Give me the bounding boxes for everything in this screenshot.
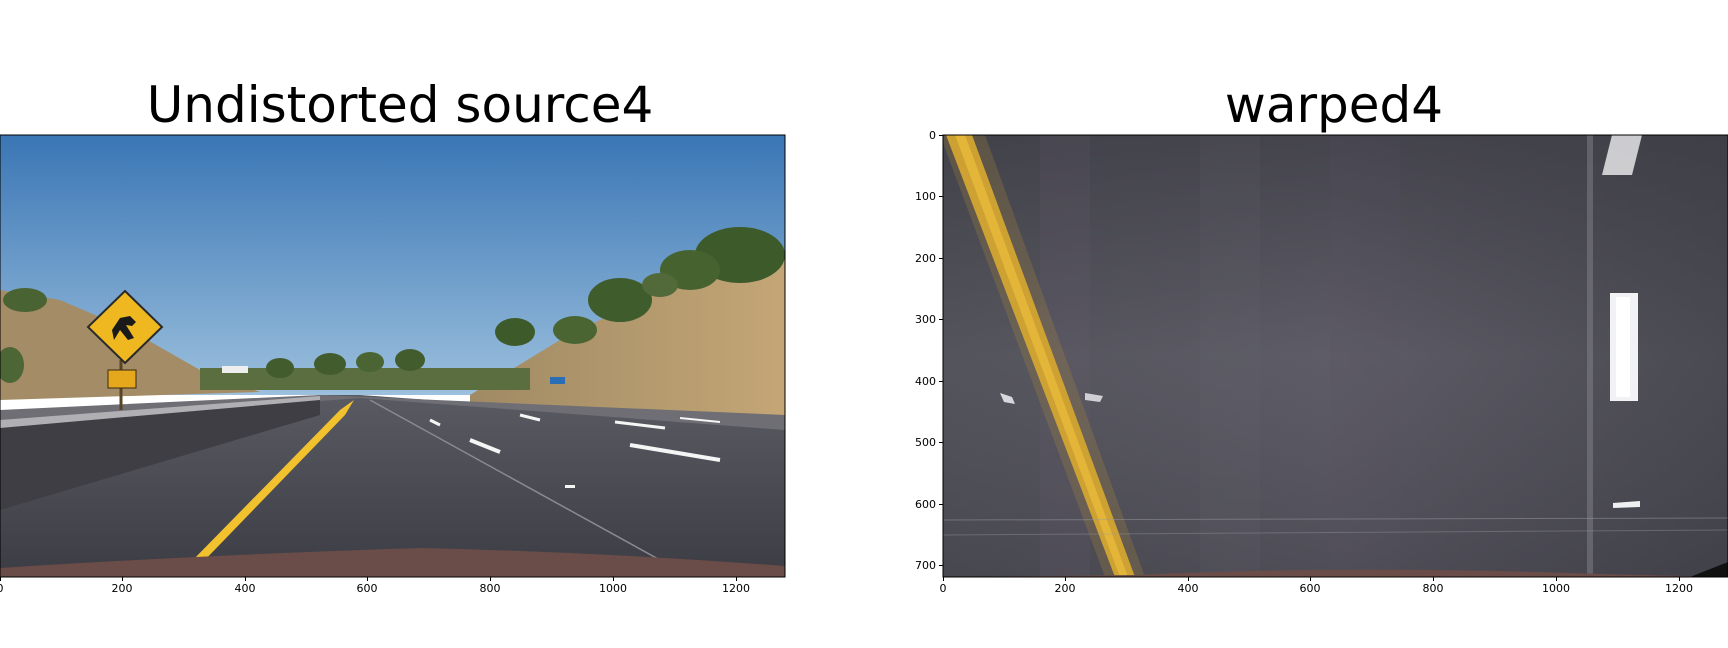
left-x-tick-label: 800 xyxy=(480,582,501,595)
left-x-tick-label: 1200 xyxy=(722,582,750,595)
right-panel-title: warped4 xyxy=(1224,76,1444,134)
right-y-axis: 0 100 200 300 400 500 600 700 xyxy=(915,129,943,572)
left-x-tick-label: 0 xyxy=(0,582,4,595)
right-x-tick-label: 1000 xyxy=(1542,582,1570,595)
right-x-axis: 0 200 400 600 800 1000 1200 xyxy=(940,577,1693,595)
right-y-tick-label: 200 xyxy=(915,252,936,265)
right-y-tick-label: 0 xyxy=(929,129,936,142)
left-x-axis: 0 200 400 600 800 1000 1200 xyxy=(0,577,750,595)
left-panel-title: Undistorted source4 xyxy=(146,76,654,134)
left-photo xyxy=(0,135,785,577)
right-x-tick-label: 800 xyxy=(1423,582,1444,595)
left-x-tick-label: 400 xyxy=(235,582,256,595)
right-x-tick-label: 1200 xyxy=(1665,582,1693,595)
right-x-tick-label: 200 xyxy=(1055,582,1076,595)
right-photo xyxy=(943,135,1728,577)
right-x-tick-label: 0 xyxy=(940,582,947,595)
right-axes-frame xyxy=(942,134,1728,578)
left-x-tick-label: 200 xyxy=(112,582,133,595)
right-y-tick-label: 400 xyxy=(915,375,936,388)
left-axes-frame xyxy=(0,134,786,578)
right-y-tick-label: 600 xyxy=(915,498,936,511)
right-x-tick-label: 600 xyxy=(1300,582,1321,595)
left-x-tick-label: 1000 xyxy=(599,582,627,595)
right-y-tick-label: 300 xyxy=(915,313,936,326)
right-x-tick-label: 400 xyxy=(1178,582,1199,595)
right-y-tick-label: 100 xyxy=(915,190,936,203)
right-y-tick-label: 700 xyxy=(915,559,936,572)
left-x-tick-label: 600 xyxy=(357,582,378,595)
right-y-tick-label: 500 xyxy=(915,436,936,449)
deer-crossing-sign-icon xyxy=(86,289,164,410)
